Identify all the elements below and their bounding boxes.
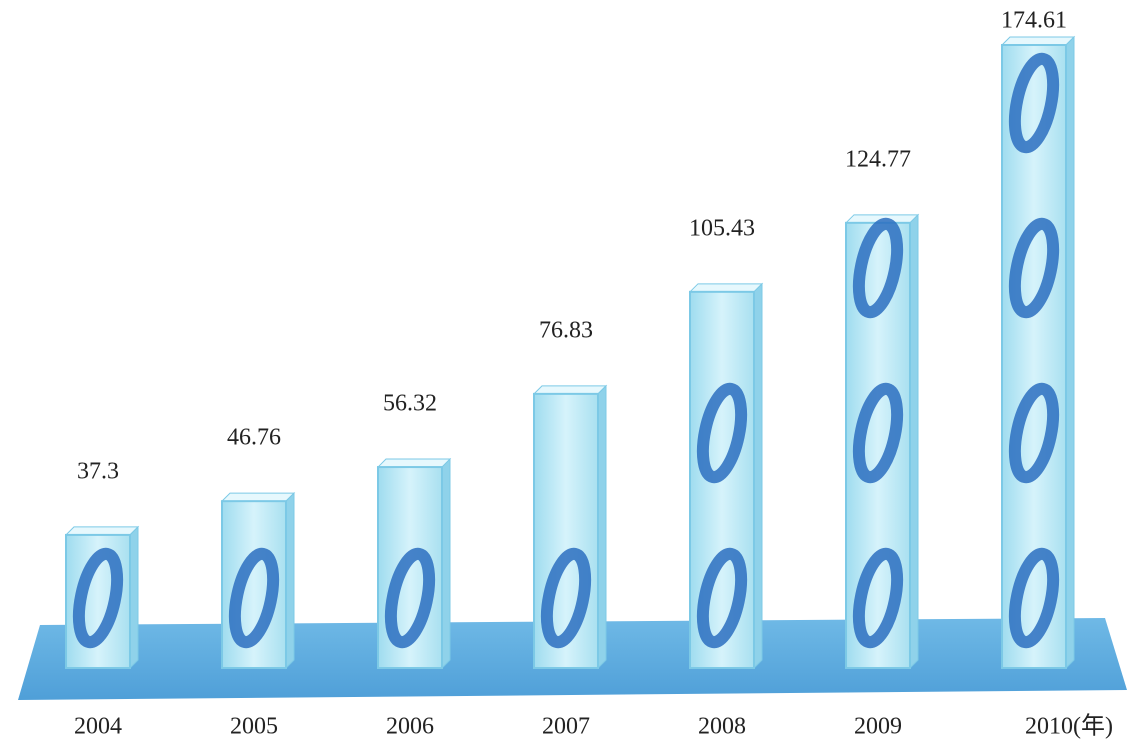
value-label: 56.32: [383, 391, 437, 417]
bar-ring: [852, 547, 904, 649]
x-tick-label: 2007: [542, 714, 590, 740]
bar-ring: [1008, 547, 1060, 649]
bar-side: [597, 384, 607, 670]
bars: 37.3 2004 46.76 2005 56.32 2006 76.83 2007 105.4…: [64, 8, 1113, 740]
bar-top: [64, 526, 140, 536]
bar-ring: [540, 547, 592, 649]
bar-ring: [696, 382, 748, 484]
bar-side: [753, 282, 763, 670]
x-tick-label: 2010(年): [1025, 713, 1113, 740]
bar-side: [441, 457, 451, 670]
bar-ring: [72, 547, 124, 649]
x-tick-label: 2005: [230, 714, 278, 740]
x-tick-label: 2006: [386, 714, 434, 740]
bar-ring: [1008, 217, 1060, 319]
value-label: 76.83: [539, 317, 593, 343]
x-tick-label: 2008: [698, 714, 746, 740]
bar-side: [285, 491, 295, 670]
bar-ring: [696, 547, 748, 649]
bar-side: [1065, 35, 1075, 670]
bar-top: [220, 492, 296, 502]
bar-ring: [1008, 52, 1060, 154]
bar-ring: [384, 547, 436, 649]
value-label: 46.76: [227, 425, 281, 451]
bar-top: [376, 458, 452, 468]
value-label: 174.61: [1001, 8, 1067, 34]
bar-side: [909, 213, 919, 670]
value-label: 105.43: [689, 215, 755, 241]
bar-ring: [228, 547, 280, 649]
bar-ring: [852, 382, 904, 484]
x-tick-label: 2004: [74, 714, 122, 740]
bar-side: [129, 525, 139, 670]
bar-top: [688, 283, 764, 293]
value-label: 37.3: [77, 458, 119, 484]
bar-top: [532, 385, 608, 395]
value-label: 124.77: [845, 146, 911, 172]
bar-ring: [1008, 382, 1060, 484]
bar-top: [1000, 36, 1076, 46]
bar-ring: [852, 217, 904, 319]
x-tick-label: 2009: [854, 714, 902, 740]
